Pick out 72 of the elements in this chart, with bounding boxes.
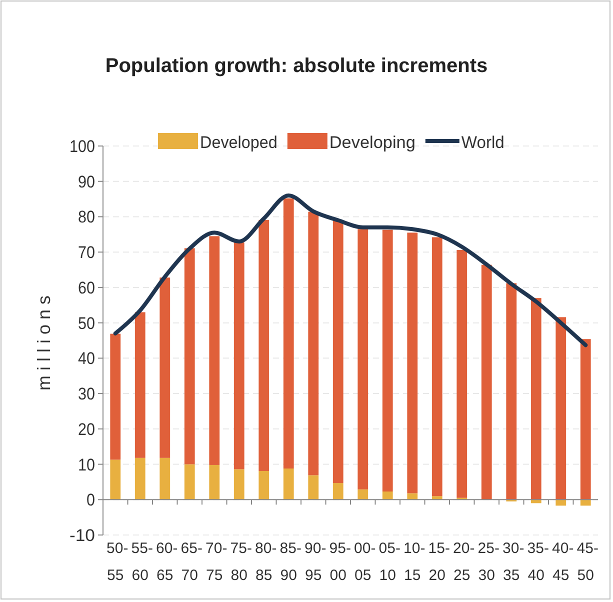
- bar: [234, 242, 244, 470]
- bar: [456, 250, 468, 498]
- x-tick-label: 70-75: [206, 540, 228, 584]
- y-axis-title: millions: [34, 290, 54, 391]
- bar: [382, 230, 393, 492]
- x-tick-label: 80-85: [255, 540, 277, 584]
- bar: [358, 489, 368, 500]
- x-tick-label: 20-25: [453, 540, 475, 584]
- bar: [184, 248, 195, 464]
- bar: [556, 500, 566, 506]
- legend-label: World: [461, 133, 506, 152]
- y-tick-label: 60: [78, 278, 97, 298]
- x-tick-label: 90-95: [304, 540, 326, 584]
- bar: [209, 464, 220, 500]
- x-tick-label: 45-50: [576, 540, 598, 584]
- y-tick-label: 50: [78, 314, 97, 333]
- x-tick-label: 00-05: [354, 540, 376, 584]
- bar: [134, 458, 146, 500]
- bar: [160, 278, 170, 458]
- y-tick-label: 30: [78, 384, 97, 404]
- x-tick-label: 05-10: [378, 540, 400, 584]
- bar: [332, 483, 344, 500]
- x-tick-label: 95-00: [329, 540, 351, 584]
- bar: [283, 468, 294, 500]
- y-tick-label: 100: [70, 137, 98, 156]
- y-tick-label: 70: [78, 243, 97, 262]
- bar: [358, 229, 368, 490]
- line-series: [113, 194, 588, 348]
- legend-label: Developing: [329, 133, 416, 152]
- y-tick-label: 40: [78, 349, 97, 368]
- bar: [160, 458, 170, 500]
- bar: [580, 339, 591, 500]
- y-tick-label: 10: [78, 455, 97, 474]
- bar: [258, 470, 270, 500]
- bar: [530, 298, 542, 500]
- x-tick-label: 30-35: [502, 540, 524, 584]
- x-tick-label: 40-45: [552, 540, 574, 584]
- x-tick-label: 35-40: [527, 540, 549, 584]
- bar: [308, 212, 319, 476]
- bar: [332, 220, 344, 484]
- y-tick-label: 0: [86, 490, 96, 510]
- bar: [110, 460, 121, 500]
- bar: [481, 264, 492, 500]
- x-tick-label: 60-65: [156, 540, 178, 584]
- y-tick-label: 20: [78, 420, 97, 439]
- x-tick-label: 50-55: [106, 540, 128, 584]
- x-tick-label: 25-30: [478, 540, 500, 584]
- bar: [184, 464, 195, 500]
- bar: [556, 317, 566, 500]
- bar: [382, 492, 393, 500]
- bar: [134, 312, 146, 458]
- x-tick-label: 10-15: [404, 540, 426, 584]
- bar: [506, 283, 517, 500]
- y-tick-label: -10: [70, 526, 95, 545]
- bar: [432, 237, 442, 496]
- bar: [209, 236, 220, 465]
- bar: [283, 198, 294, 469]
- bar: [580, 500, 591, 506]
- bar: [407, 232, 418, 494]
- chart-title: Population growth: absolute increments: [105, 55, 488, 77]
- bar: [258, 220, 270, 471]
- legend-label: Developed: [200, 133, 282, 152]
- x-tick-label: 65-70: [180, 540, 202, 584]
- x-tick-label: 15-20: [428, 540, 450, 584]
- bar: [110, 334, 121, 460]
- x-tick-label: 85-90: [280, 540, 302, 584]
- x-tick-label: 55-60: [131, 540, 153, 584]
- bar: [234, 469, 244, 500]
- y-tick-label: 90: [78, 172, 97, 192]
- y-tick-label: 80: [78, 208, 97, 227]
- x-tick-label: 75-80: [230, 540, 252, 584]
- bar: [308, 475, 319, 500]
